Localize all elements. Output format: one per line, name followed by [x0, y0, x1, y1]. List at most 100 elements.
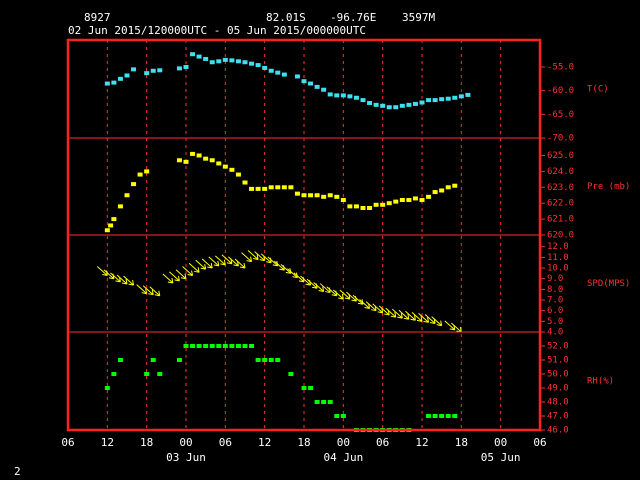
data-point	[275, 70, 281, 75]
data-point	[131, 182, 137, 187]
data-point	[439, 97, 445, 102]
data-point	[176, 358, 182, 362]
wind-arrow	[405, 310, 416, 321]
y-tick-label: 5.0	[547, 317, 563, 327]
data-point	[196, 54, 202, 59]
data-point	[393, 199, 399, 204]
wind-arrow	[162, 273, 174, 284]
x-tick-label: 18	[297, 436, 310, 449]
data-point	[190, 344, 196, 348]
wind-arrow	[208, 256, 220, 267]
data-point	[301, 193, 307, 198]
data-point	[452, 414, 458, 418]
data-point	[419, 100, 425, 105]
data-point	[183, 344, 189, 348]
data-point	[124, 73, 130, 78]
y-tick-label: 7.0	[547, 296, 563, 306]
data-point	[360, 98, 366, 103]
data-point	[288, 185, 294, 190]
data-point	[445, 96, 451, 101]
wind-arrow	[332, 289, 344, 300]
data-point	[209, 60, 215, 65]
data-point	[419, 198, 425, 203]
wind-arrow	[431, 316, 443, 327]
wind-arrow	[418, 313, 430, 323]
x-tick-label: 12	[415, 436, 428, 449]
data-point	[196, 344, 202, 348]
data-point	[111, 217, 117, 222]
wind-arrow	[234, 258, 246, 269]
y-tick-label: 10.0	[547, 264, 569, 274]
latitude: 82.01S	[266, 11, 306, 24]
data-point	[281, 185, 287, 190]
data-point	[327, 193, 333, 198]
panel-label: Pre (mb)	[587, 182, 630, 192]
y-tick-label: 48.0	[547, 398, 569, 408]
data-point	[308, 386, 314, 390]
data-point	[294, 191, 300, 196]
x-tick-label: 06	[376, 436, 389, 449]
data-point	[117, 358, 123, 362]
longitude: -96.76E	[330, 11, 376, 24]
page-number: 2	[14, 465, 21, 478]
data-point	[190, 151, 196, 156]
x-tick-label: 06	[219, 436, 232, 449]
wind-arrow	[391, 308, 403, 319]
data-point	[144, 169, 150, 174]
data-point	[275, 358, 281, 362]
data-point	[367, 205, 373, 210]
wind-arrow	[188, 262, 200, 273]
data-point	[242, 344, 248, 348]
data-point	[380, 103, 386, 108]
panel-label: T(C)	[587, 85, 609, 95]
data-point	[229, 167, 235, 172]
data-point	[222, 344, 228, 348]
wind-arrow	[313, 282, 325, 292]
data-point	[222, 57, 228, 62]
x-tick-label: 18	[455, 436, 468, 449]
data-point	[255, 358, 261, 362]
data-point	[334, 194, 340, 199]
data-point	[380, 202, 386, 207]
x-tick-label: 18	[140, 436, 153, 449]
data-point	[190, 52, 196, 57]
data-point	[308, 193, 314, 198]
data-point	[340, 414, 346, 418]
data-point	[353, 204, 359, 209]
data-point	[216, 161, 222, 166]
data-point	[314, 400, 320, 404]
data-point	[117, 204, 123, 209]
data-point	[262, 65, 268, 70]
date-label: 04 Jun	[323, 451, 363, 464]
wind-arrow	[149, 286, 161, 297]
data-point	[347, 94, 353, 99]
y-tick-label: 623.0	[547, 183, 574, 193]
data-point	[288, 372, 294, 376]
data-point	[268, 185, 274, 190]
wind-arrow	[142, 285, 154, 296]
data-point	[406, 198, 412, 203]
data-point	[157, 68, 163, 73]
data-point	[334, 93, 340, 98]
data-point	[445, 414, 451, 418]
data-point	[235, 344, 241, 348]
y-tick-label: 4.0	[547, 328, 563, 338]
y-tick-label: 621.0	[547, 215, 574, 225]
wind-arrow	[175, 269, 187, 280]
elevation: 3597M	[402, 11, 435, 24]
wind-arrow	[136, 284, 148, 295]
y-tick-label: 6.0	[547, 306, 563, 316]
data-point	[150, 68, 156, 73]
y-tick-label: 12.0	[547, 242, 569, 252]
y-tick-label: 49.0	[547, 384, 569, 394]
data-point	[327, 400, 333, 404]
data-point	[426, 98, 432, 103]
data-point	[183, 64, 189, 69]
data-point	[321, 400, 327, 404]
data-point	[301, 79, 307, 84]
wind-arrow	[241, 252, 253, 263]
data-point	[196, 153, 202, 158]
data-point	[386, 105, 392, 110]
data-point	[360, 205, 366, 210]
wind-arrow	[398, 309, 410, 320]
